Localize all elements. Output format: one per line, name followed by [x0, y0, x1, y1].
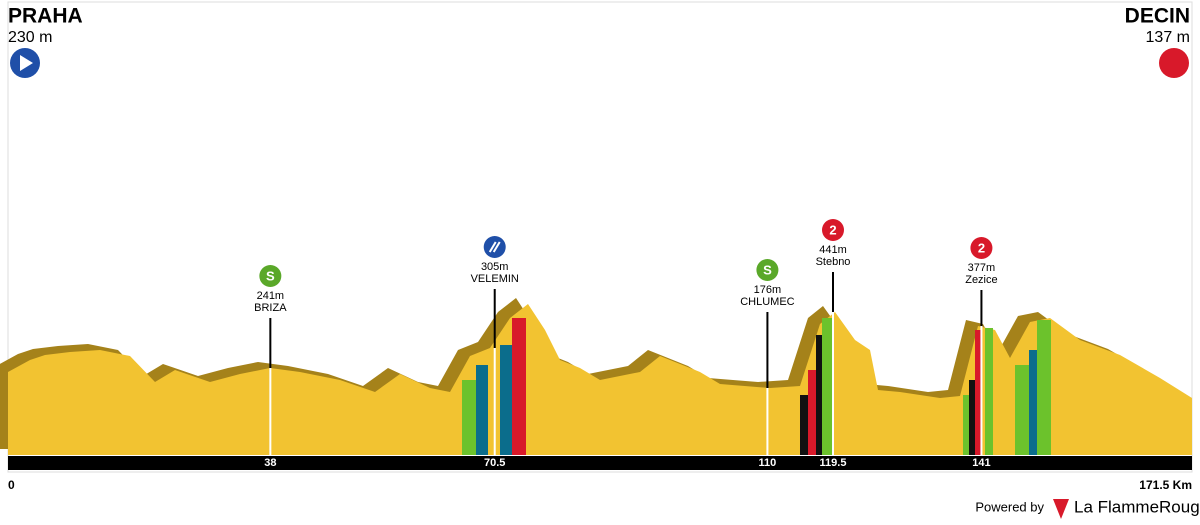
marker-icon-label: S	[763, 262, 772, 277]
finish-elevation: 137 m	[1146, 29, 1190, 46]
marker-elevation: 377m	[968, 262, 996, 274]
marker-icon	[756, 259, 779, 281]
marker-km: 110	[759, 457, 777, 469]
distance-start: 0	[8, 478, 15, 492]
marker-icon	[822, 219, 845, 241]
marker-km: 70.5	[484, 457, 505, 469]
distance-axis	[8, 456, 1192, 470]
marker-elevation: 441m	[819, 244, 847, 256]
marker-elevation: 176m	[754, 284, 782, 296]
finish-icon	[1159, 48, 1189, 78]
footer-brand: La FlammeRouge	[1074, 497, 1200, 516]
marker-icon-label: 2	[978, 240, 985, 255]
marker-icon-label: S	[266, 268, 275, 283]
marker-icon	[970, 237, 993, 259]
frame	[7, 1, 1193, 473]
marker-name: VELEMIN	[471, 273, 519, 285]
marker-name: BRIZA	[254, 302, 287, 314]
marker-km: 38	[264, 457, 276, 469]
start-name: PRAHA	[8, 5, 83, 28]
marker-icon-label: 2	[829, 222, 836, 237]
profile	[8, 304, 1192, 455]
finish-name: DECIN	[1125, 5, 1190, 28]
marker-name: CHLUMEC	[740, 296, 794, 308]
marker-km: 119.5	[820, 457, 847, 469]
marker-icon-stroke	[492, 241, 501, 253]
marker-elevation: 305m	[481, 261, 509, 273]
start-elevation: 230 m	[8, 29, 52, 46]
climb-gradients	[462, 318, 1051, 455]
footer-powered: Powered by	[975, 499, 1044, 514]
distance-end: 171.5 Km	[1139, 478, 1192, 492]
brand-logo	[1053, 499, 1069, 519]
marker-icon	[483, 236, 506, 258]
start-icon-arrow	[20, 55, 33, 71]
marker-icon	[259, 265, 282, 287]
marker-icon-stroke	[488, 241, 497, 253]
marker-name: Stebno	[816, 256, 851, 268]
marker-elevation: 241m	[257, 290, 285, 302]
marker-km: 141	[972, 457, 990, 469]
marker-name: Zezice	[965, 274, 997, 286]
